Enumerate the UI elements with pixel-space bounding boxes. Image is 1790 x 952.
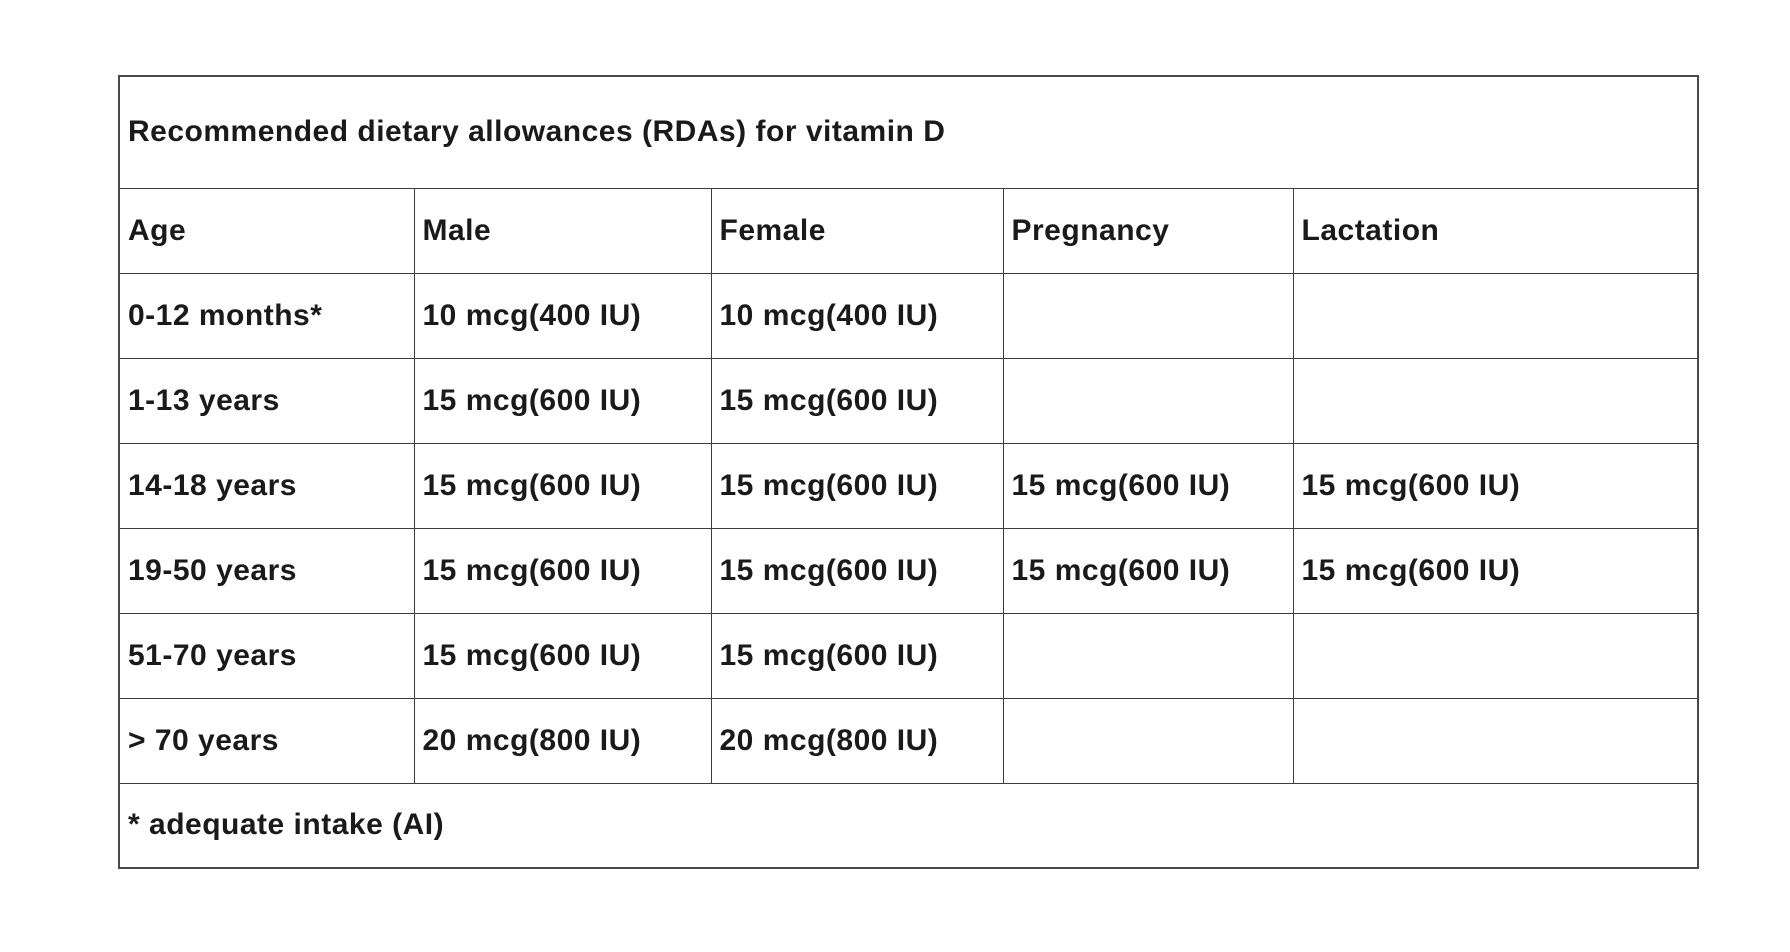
- cell-age: 1-13 years: [118, 357, 415, 444]
- table-header-row: Age Male Female Pregnancy Lactation: [118, 187, 1699, 274]
- cell-age: 51-70 years: [118, 612, 415, 699]
- cell-male: 15 mcg(600 IU): [413, 612, 712, 699]
- cell-female: 10 mcg(400 IU): [710, 272, 1004, 359]
- table-row: 14-18 years 15 mcg(600 IU) 15 mcg(600 IU…: [118, 442, 1699, 529]
- column-header-female: Female: [710, 187, 1004, 274]
- cell-female: 15 mcg(600 IU): [710, 442, 1004, 529]
- table-title-row: Recommended dietary allowances (RDAs) fo…: [118, 75, 1699, 189]
- cell-age: > 70 years: [118, 697, 415, 784]
- cell-male: 15 mcg(600 IU): [413, 357, 712, 444]
- table-row: > 70 years 20 mcg(800 IU) 20 mcg(800 IU): [118, 697, 1699, 784]
- cell-male: 15 mcg(600 IU): [413, 442, 712, 529]
- table-footnote: * adequate intake (AI): [118, 782, 1699, 869]
- cell-pregnancy: [1002, 357, 1294, 444]
- table-row: 51-70 years 15 mcg(600 IU) 15 mcg(600 IU…: [118, 612, 1699, 699]
- cell-pregnancy: [1002, 697, 1294, 784]
- cell-pregnancy: [1002, 272, 1294, 359]
- cell-lactation: [1292, 272, 1699, 359]
- cell-lactation: 15 mcg(600 IU): [1292, 442, 1699, 529]
- rda-vitamin-d-table: Recommended dietary allowances (RDAs) fo…: [118, 75, 1700, 869]
- column-header-age: Age: [118, 187, 415, 274]
- column-header-pregnancy: Pregnancy: [1002, 187, 1294, 274]
- cell-female: 20 mcg(800 IU): [710, 697, 1004, 784]
- table-footnote-row: * adequate intake (AI): [118, 782, 1699, 869]
- cell-lactation: [1292, 697, 1699, 784]
- cell-lactation: [1292, 612, 1699, 699]
- cell-male: 15 mcg(600 IU): [413, 527, 712, 614]
- cell-female: 15 mcg(600 IU): [710, 527, 1004, 614]
- cell-lactation: 15 mcg(600 IU): [1292, 527, 1699, 614]
- table-row: 19-50 years 15 mcg(600 IU) 15 mcg(600 IU…: [118, 527, 1699, 614]
- cell-age: 19-50 years: [118, 527, 415, 614]
- cell-age: 14-18 years: [118, 442, 415, 529]
- cell-female: 15 mcg(600 IU): [710, 357, 1004, 444]
- table-title: Recommended dietary allowances (RDAs) fo…: [118, 75, 1699, 189]
- cell-male: 20 mcg(800 IU): [413, 697, 712, 784]
- cell-pregnancy: [1002, 612, 1294, 699]
- column-header-male: Male: [413, 187, 712, 274]
- table-row: 0-12 months* 10 mcg(400 IU) 10 mcg(400 I…: [118, 272, 1699, 359]
- column-header-lactation: Lactation: [1292, 187, 1699, 274]
- cell-lactation: [1292, 357, 1699, 444]
- table-row: 1-13 years 15 mcg(600 IU) 15 mcg(600 IU): [118, 357, 1699, 444]
- cell-pregnancy: 15 mcg(600 IU): [1002, 442, 1294, 529]
- cell-age: 0-12 months*: [118, 272, 415, 359]
- cell-male: 10 mcg(400 IU): [413, 272, 712, 359]
- cell-female: 15 mcg(600 IU): [710, 612, 1004, 699]
- cell-pregnancy: 15 mcg(600 IU): [1002, 527, 1294, 614]
